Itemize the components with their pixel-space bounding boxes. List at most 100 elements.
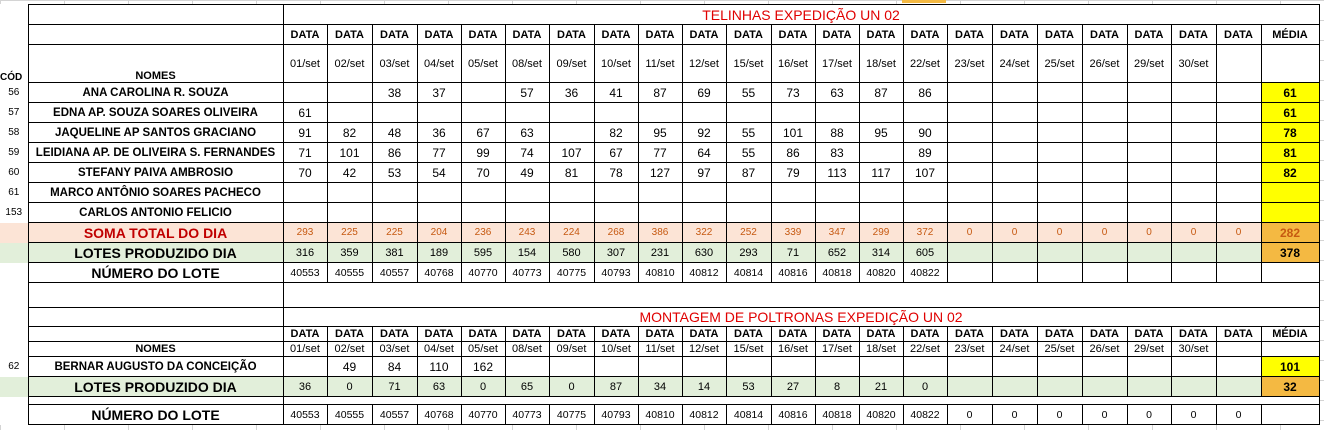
value-cell[interactable]: 36 [548, 82, 595, 103]
value-cell[interactable]: 67 [593, 142, 639, 163]
numero-media-cell[interactable] [1260, 404, 1320, 425]
value-cell[interactable] [1170, 82, 1217, 103]
value-cell[interactable] [548, 102, 595, 123]
value-cell[interactable]: 55 [725, 82, 772, 103]
date-cell[interactable]: 05/set [460, 44, 506, 83]
soma-value-cell[interactable]: 372 [902, 222, 948, 243]
soma-value-cell[interactable]: 0 [1036, 222, 1083, 243]
lotes-value-cell[interactable] [1081, 376, 1128, 397]
value-cell[interactable] [770, 202, 816, 223]
cod-cell[interactable]: 62 [8, 361, 20, 372]
date-cell[interactable]: 03/set [371, 341, 418, 357]
value-cell[interactable]: 117 [858, 162, 904, 183]
numero-lote-label[interactable]: NÚMERO DO LOTE [27, 262, 284, 283]
value-cell[interactable] [326, 182, 373, 203]
value-cell[interactable] [946, 356, 993, 377]
value-cell[interactable] [814, 102, 860, 123]
value-cell[interactable]: 113 [814, 162, 860, 183]
media-header-label[interactable]: MÉDIA [1260, 326, 1320, 342]
value-cell[interactable] [1170, 162, 1217, 183]
date-cell[interactable]: 11/set [637, 341, 683, 357]
value-cell[interactable] [1081, 122, 1128, 143]
numero-lote-cell[interactable] [1081, 262, 1128, 283]
soma-value-cell[interactable]: 0 [1081, 222, 1128, 243]
cod-cell[interactable]: 153 [5, 207, 23, 218]
value-cell[interactable] [725, 182, 772, 203]
value-cell[interactable]: 79 [770, 162, 816, 183]
value-cell[interactable]: 90 [902, 122, 948, 143]
data-header-label[interactable]: DATA [770, 24, 816, 45]
value-cell[interactable]: 101 [326, 142, 373, 163]
value-cell[interactable] [504, 202, 550, 223]
lotes-value-cell[interactable]: 27 [770, 376, 816, 397]
numero-media-cell[interactable] [1260, 262, 1320, 283]
cod-cell[interactable]: 56 [8, 87, 20, 98]
value-cell[interactable] [1215, 82, 1262, 103]
date-cell[interactable]: 24/set [991, 341, 1038, 357]
lotes-value-cell[interactable] [1126, 242, 1172, 263]
lotes-value-cell[interactable] [1170, 376, 1217, 397]
value-cell[interactable] [1081, 182, 1128, 203]
soma-value-cell[interactable]: 268 [593, 222, 639, 243]
lotes-value-cell[interactable] [1081, 242, 1128, 263]
data-header-label[interactable]: DATA [1036, 326, 1083, 342]
value-cell[interactable] [946, 142, 993, 163]
lotes-value-cell[interactable]: 652 [814, 242, 860, 263]
lotes-value-cell[interactable] [946, 242, 993, 263]
date-cell[interactable]: 12/set [681, 341, 727, 357]
numero-lote-cell[interactable]: 40770 [460, 262, 506, 283]
value-cell[interactable] [858, 202, 904, 223]
names-header-blank[interactable] [27, 24, 284, 45]
numero-lote-cell[interactable]: 40814 [725, 262, 772, 283]
media-value-cell[interactable]: 61 [1260, 102, 1320, 123]
value-cell[interactable] [282, 82, 328, 103]
employee-name-cell[interactable]: CARLOS ANTONIO FELICIO [27, 202, 284, 223]
value-cell[interactable] [725, 202, 772, 223]
value-cell[interactable] [637, 102, 683, 123]
value-cell[interactable] [282, 356, 328, 377]
data-header-label[interactable]: DATA [460, 326, 506, 342]
value-cell[interactable] [1126, 202, 1172, 223]
numero-lote-cell[interactable]: 40816 [770, 262, 816, 283]
value-cell[interactable] [991, 162, 1038, 183]
value-cell[interactable] [902, 182, 948, 203]
date-cell[interactable]: 23/set [946, 44, 993, 83]
media-date-cell[interactable] [1260, 44, 1320, 83]
value-cell[interactable] [770, 356, 816, 377]
data-header-label[interactable]: DATA [637, 326, 683, 342]
date-cell[interactable] [1215, 44, 1262, 83]
value-cell[interactable] [770, 182, 816, 203]
date-cell[interactable] [1215, 341, 1262, 357]
date-cell[interactable]: 02/set [326, 44, 373, 83]
value-cell[interactable] [326, 82, 373, 103]
value-cell[interactable] [637, 356, 683, 377]
value-cell[interactable]: 70 [282, 162, 328, 183]
value-cell[interactable] [1126, 182, 1172, 203]
numero-lote-cell[interactable]: 40793 [593, 262, 639, 283]
lotes-value-cell[interactable]: 314 [858, 242, 904, 263]
lotes-media-cell[interactable]: 378 [1260, 242, 1320, 263]
value-cell[interactable] [1036, 102, 1083, 123]
value-cell[interactable] [1215, 162, 1262, 183]
value-cell[interactable] [416, 202, 462, 223]
soma-value-cell[interactable]: 0 [946, 222, 993, 243]
date-cell[interactable]: 10/set [593, 341, 639, 357]
numero-lote-cell[interactable]: 0 [1170, 404, 1217, 425]
soma-value-cell[interactable]: 225 [326, 222, 373, 243]
date-cell[interactable]: 04/set [416, 44, 462, 83]
value-cell[interactable] [902, 102, 948, 123]
numero-lote-cell[interactable]: 40818 [814, 262, 860, 283]
lotes-value-cell[interactable] [1036, 242, 1083, 263]
value-cell[interactable]: 73 [770, 82, 816, 103]
value-cell[interactable]: 55 [725, 142, 772, 163]
date-cell[interactable]: 23/set [946, 341, 993, 357]
data-header-label[interactable]: DATA [858, 326, 904, 342]
numero-lote-cell[interactable]: 40810 [637, 404, 683, 425]
numero-lote-cell[interactable] [1126, 262, 1172, 283]
value-cell[interactable]: 70 [460, 162, 506, 183]
soma-value-cell[interactable]: 0 [1126, 222, 1172, 243]
soma-value-cell[interactable]: 236 [460, 222, 506, 243]
value-cell[interactable] [1170, 182, 1217, 203]
data-header-label[interactable]: DATA [946, 24, 993, 45]
cod-blank-cell[interactable] [0, 5, 28, 25]
